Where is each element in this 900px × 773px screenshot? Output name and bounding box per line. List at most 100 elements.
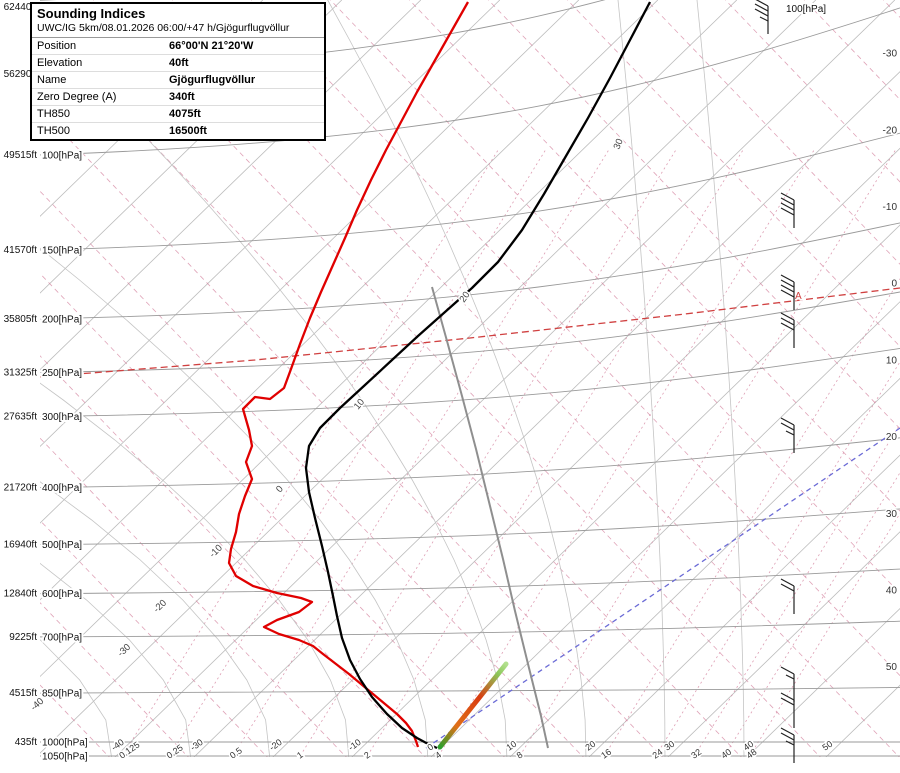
isobar-line — [40, 222, 900, 320]
model-run-line: UWC/IG 5km/08.01.2026 06:00/+47 h/Gjögur… — [32, 22, 324, 38]
wind-barb — [754, 0, 769, 34]
parcel-curve — [431, 286, 549, 749]
isotherm-line — [114, 0, 896, 757]
dry-adiabat-line — [883, 0, 900, 18]
moist-adiabat-curve — [40, 247, 429, 757]
dry-adiabat-line — [567, 0, 900, 348]
dry-adiabat-line — [725, 0, 900, 183]
wind-barb — [780, 692, 795, 728]
isotherm-label: 30 — [886, 509, 898, 520]
altitude-label: 56290ft — [4, 69, 38, 80]
panel-title: Sounding Indices — [37, 6, 146, 21]
isotherm-label: 10 — [886, 355, 898, 366]
altitude-label: 9225ft — [9, 632, 37, 643]
zero-degree-a-line — [40, 287, 900, 378]
isotherm-line — [40, 0, 501, 447]
isobar-line — [40, 291, 900, 373]
altitude-label: 41570ft — [4, 245, 38, 256]
wind-barb-column — [754, 0, 795, 763]
moist-adiabat-curve — [40, 562, 192, 757]
index-value: 66°00'N 21°20'W — [169, 40, 254, 52]
dry-adiabat-line — [330, 0, 900, 594]
moist-adiabat-curve — [617, 0, 666, 757]
pressure-label: 700[hPa] — [42, 632, 82, 643]
dry-adiabat-line — [40, 437, 347, 757]
isotherm-label: 50 — [886, 662, 898, 673]
pressure-label: 400[hPa] — [42, 483, 82, 494]
pressure-label: 100[hPa] — [42, 150, 82, 161]
temperature-curve — [304, 1, 652, 750]
moist-adiabat-label: 30 — [612, 137, 626, 151]
pressure-label: 850[hPa] — [42, 689, 82, 700]
isobar-line — [40, 437, 900, 488]
altitude-label: 27635ft — [4, 412, 38, 423]
isotherm-label: -10 — [346, 737, 362, 753]
isotherm-label: -20 — [883, 125, 898, 136]
index-row-position: Position 66°00'N 21°20'W — [32, 38, 324, 55]
isobar-line — [40, 7, 900, 156]
index-label: Name — [37, 74, 67, 86]
isotherm-line — [746, 607, 900, 757]
wind-barb — [780, 727, 795, 763]
pressure-label: 300[hPa] — [42, 412, 82, 423]
altitude-label: 62440ft — [4, 2, 38, 13]
isobar-line — [40, 568, 900, 595]
dry-adiabat-line — [804, 0, 900, 101]
dry-adiabat-line — [40, 519, 268, 757]
pressure-label: 1050[hPa] — [42, 752, 88, 763]
mixing-ratio-label: 0.25 — [165, 742, 185, 760]
wind-barb — [780, 666, 795, 702]
index-value: 40ft — [169, 57, 189, 69]
altitude-label: 31325ft — [4, 368, 38, 379]
mixing-ratio-line — [121, 149, 499, 757]
aux-blue-dashed-line — [425, 427, 900, 749]
index-row-th850: TH850 4075ft — [32, 106, 324, 123]
wind-barb — [780, 192, 795, 228]
isotherm-line — [351, 224, 900, 757]
index-label: Position — [37, 40, 77, 52]
altitude-label: 21720ft — [4, 482, 38, 493]
isotherm-label: -10 — [883, 202, 898, 213]
pressure-label: 250[hPa] — [42, 368, 82, 379]
isotherm-line — [430, 301, 900, 757]
index-label: Zero Degree (A) — [37, 91, 117, 103]
mixing-ratio-line — [366, 149, 744, 757]
dry-adiabat-line — [40, 355, 426, 757]
mixing-ratio-line — [654, 361, 900, 757]
dry-adiabat-line — [409, 0, 900, 512]
index-value: 16500ft — [169, 125, 207, 137]
index-row-zero-degree: Zero Degree (A) 340ft — [32, 89, 324, 106]
index-label: TH850 — [37, 108, 71, 120]
index-row-name: Name Gjögurflugvöllur — [32, 72, 324, 89]
isotherm-line — [40, 0, 659, 601]
mixing-ratio-label: 24 — [651, 747, 665, 761]
pressure-label: 200[hPa] — [42, 314, 82, 325]
isotherm-line — [193, 71, 900, 757]
index-value: 340ft — [169, 91, 195, 103]
isobar-line — [40, 347, 900, 418]
pressure-label: 500[hPa] — [42, 540, 82, 551]
index-row-th500: TH500 16500ft — [32, 123, 324, 139]
moist-adiabat-label: 0 — [274, 484, 286, 495]
altitude-label: 435ft — [15, 737, 37, 748]
isotherm-label: 20 — [886, 432, 898, 443]
dry-adiabat-line — [40, 272, 505, 757]
dry-adiabat-line — [251, 0, 900, 677]
moist-adiabat-label: 10 — [352, 397, 367, 412]
moist-adiabat-label: -30 — [116, 642, 134, 659]
moist-adiabat-curve — [40, 481, 271, 757]
index-label: Elevation — [37, 57, 83, 69]
index-value: 4075ft — [169, 108, 201, 120]
dry-adiabat-line — [646, 0, 900, 265]
isotherm-line — [40, 0, 738, 678]
isobar-line — [40, 508, 900, 546]
moist-adiabat-curve — [696, 0, 745, 757]
wind-barb — [780, 417, 795, 453]
isotherm-line — [40, 0, 580, 524]
wind-barb — [780, 578, 795, 614]
moist-adiabat-label: 20 — [457, 290, 472, 305]
isotherm-line — [509, 377, 900, 757]
mixing-ratio-label: 32 — [689, 747, 703, 761]
